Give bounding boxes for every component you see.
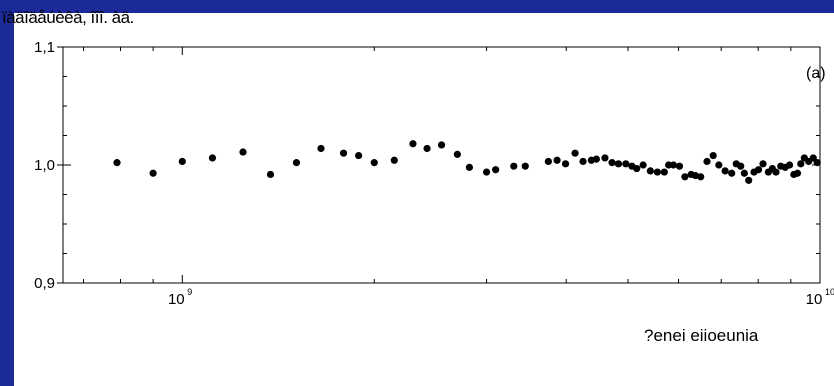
data-point <box>721 167 729 175</box>
data-point <box>754 166 763 174</box>
data-point <box>772 168 780 176</box>
x-tick-label: 10 <box>806 291 823 308</box>
data-point <box>675 162 684 170</box>
data-point <box>813 159 821 167</box>
data-point <box>633 164 641 173</box>
data-point <box>660 168 668 176</box>
x-tick-exponent: 10 <box>825 287 834 297</box>
y-tick-label: 0,9 <box>34 275 55 292</box>
data-point <box>697 173 705 181</box>
axis-labels: 0,91,01,110 9 10 10(a)?enei eiioeunia <box>34 39 834 345</box>
data-point <box>681 173 689 181</box>
data-point <box>715 161 723 169</box>
y-tick-label: 1,0 <box>34 157 55 174</box>
data-point <box>521 162 529 170</box>
data-point <box>639 161 647 169</box>
data-point <box>492 166 500 174</box>
data-point <box>437 141 446 149</box>
header-text: ïàäîäåúèêà, îîî. àä. <box>2 8 134 27</box>
data-point <box>745 176 753 184</box>
data-point <box>793 169 802 177</box>
data-point <box>703 157 711 166</box>
data-point <box>317 144 325 153</box>
data-point <box>646 167 654 175</box>
data-point <box>740 169 748 177</box>
data-point <box>292 159 301 167</box>
y-tick-label: 1,1 <box>34 39 55 56</box>
data-point <box>390 156 398 164</box>
data-point <box>510 162 518 170</box>
data-point <box>809 154 817 162</box>
data-point <box>355 151 363 160</box>
data-point <box>149 169 157 177</box>
data-point <box>339 149 348 157</box>
data-point <box>178 157 186 166</box>
frame-top-bar <box>0 0 834 13</box>
data-point <box>239 148 247 156</box>
data-point <box>759 160 767 168</box>
data-points <box>113 140 821 184</box>
data-point <box>797 160 805 168</box>
data-point <box>608 159 616 167</box>
data-point <box>544 157 552 166</box>
data-point <box>113 159 121 167</box>
data-point <box>622 160 630 168</box>
data-point <box>785 161 794 169</box>
data-point <box>465 163 474 171</box>
data-point <box>423 144 431 153</box>
data-point <box>571 149 579 157</box>
data-point <box>482 168 491 176</box>
x-axis-title: ?enei eiioeunia <box>644 326 759 345</box>
data-point <box>453 150 461 158</box>
data-point <box>561 160 570 168</box>
data-point <box>553 156 561 164</box>
data-point <box>266 170 275 179</box>
data-point <box>208 154 217 162</box>
data-point <box>601 154 609 162</box>
data-point <box>409 140 417 148</box>
data-point <box>592 155 600 163</box>
panel-label: (a) <box>806 65 826 82</box>
data-point <box>579 157 587 166</box>
data-point <box>737 162 745 170</box>
data-point <box>653 168 662 176</box>
data-point <box>370 159 378 167</box>
data-point <box>669 161 678 169</box>
data-point <box>709 151 717 160</box>
data-point <box>614 160 623 168</box>
data-point <box>728 169 736 177</box>
x-tick-exponent: 9 <box>187 287 192 297</box>
frame-left-bar <box>0 0 14 386</box>
x-tick-label: 10 <box>168 291 185 308</box>
plot-frame <box>57 46 821 284</box>
